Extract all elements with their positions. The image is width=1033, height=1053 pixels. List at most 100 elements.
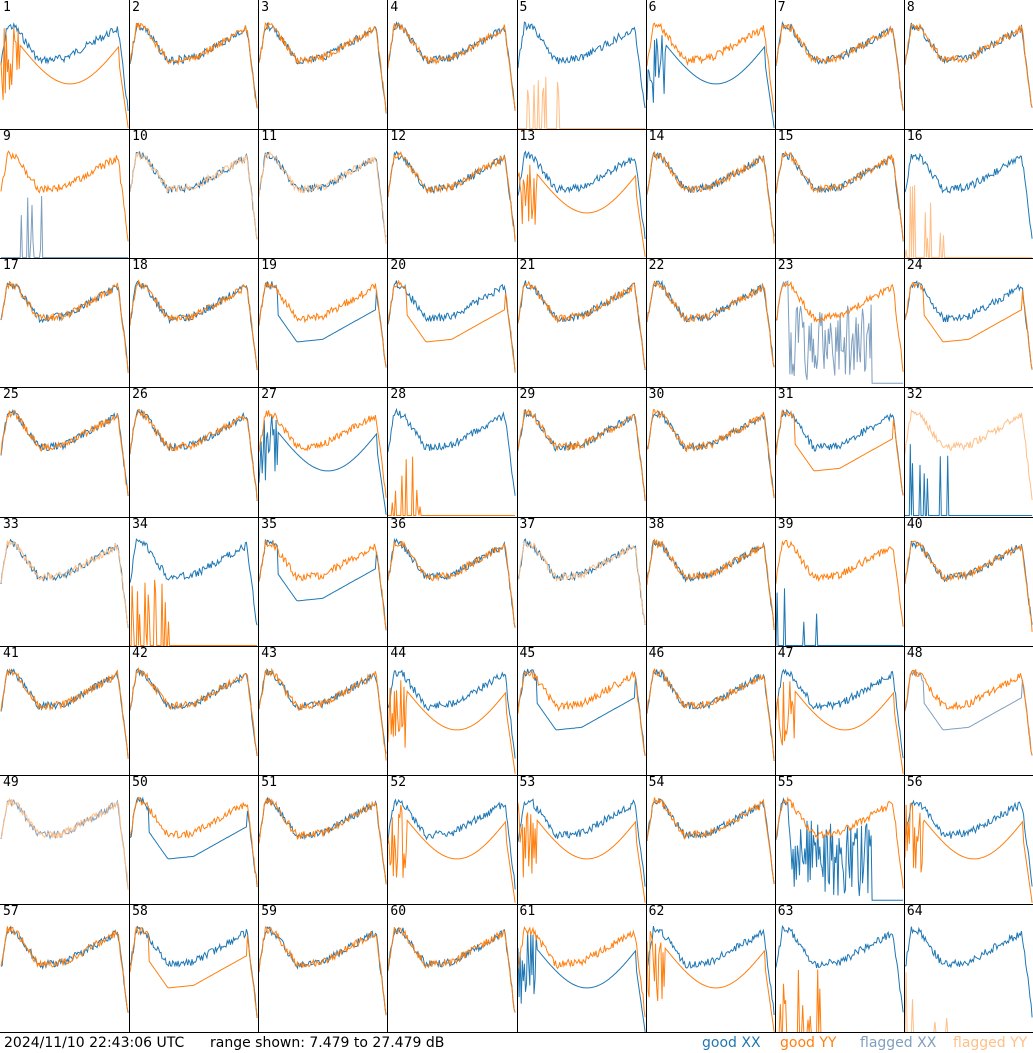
panel-number: 22 <box>648 258 665 274</box>
series-xx-good <box>388 20 516 111</box>
spectrum-panel: 8 <box>904 0 1033 129</box>
series-xx-good <box>129 150 258 240</box>
spectrum-panel: 5 <box>517 0 646 129</box>
series-xx-good <box>129 409 258 502</box>
panel-number: 45 <box>519 645 536 661</box>
spectrum-panel: 54 <box>646 775 775 904</box>
spectrum-plot <box>517 280 646 371</box>
spectrum-plot <box>387 279 516 373</box>
spectrum-panel: 21 <box>517 258 646 387</box>
spectrum-plot <box>387 669 516 774</box>
panel-number: 24 <box>906 258 923 274</box>
spectrum-plot <box>129 796 258 887</box>
series-xx-good <box>775 796 903 901</box>
series-yy-good <box>646 930 775 1032</box>
spectrum-plot <box>0 280 129 374</box>
spectrum-panel: 32 <box>904 387 1033 517</box>
series-xx-good <box>904 540 1033 625</box>
spectrum-plot <box>0 150 129 259</box>
spectrum-panel: 24 <box>904 258 1033 387</box>
spectrum-plot <box>129 537 258 646</box>
spectrum-plot <box>904 540 1033 632</box>
spectrum-panel: 29 <box>517 387 646 516</box>
series-yy-good <box>517 165 646 257</box>
spectrum-panel: 40 <box>904 517 1033 646</box>
spectrum-plot <box>0 538 129 628</box>
series-yy-good <box>904 22 1033 108</box>
series-xx-good <box>904 799 1033 887</box>
series-xx-good <box>646 798 775 884</box>
panel-number: 58 <box>132 903 148 919</box>
spectrum-panel: 61 <box>517 904 646 1033</box>
series-xx-good <box>775 668 904 758</box>
series-xx-good <box>646 925 775 1015</box>
series-xx-good <box>129 22 258 109</box>
series-xx-flagged <box>904 669 1033 756</box>
spectrum-plot <box>904 799 1033 903</box>
series-xx-good <box>0 925 129 1013</box>
spectrum-plot <box>646 409 775 499</box>
panel-number: 62 <box>648 903 665 919</box>
series-yy-good <box>517 409 646 501</box>
spectrum-plot <box>0 409 129 497</box>
panel-number: 37 <box>519 516 536 532</box>
spectrum-plot <box>387 537 516 628</box>
legend-flagged-xx: flagged XX <box>860 1035 937 1051</box>
series-xx-good <box>775 409 904 496</box>
spectrum-panel: 59 <box>258 904 387 1033</box>
spectrum-plot <box>129 150 258 240</box>
spectrum-plot <box>775 409 904 496</box>
spectrum-plot <box>258 410 387 516</box>
series-yy-good <box>517 802 646 903</box>
spectrum-plot <box>904 926 1033 1033</box>
panel-number: 14 <box>648 129 665 145</box>
grid-line-horizontal <box>0 258 1033 259</box>
spectrum-panel: 19 <box>258 258 387 387</box>
series-xx-good <box>775 924 904 1013</box>
series-yy-good <box>775 680 904 774</box>
spectrum-panel: 26 <box>129 387 258 516</box>
series-xx-good <box>517 798 646 887</box>
spectrum-plot <box>646 797 775 884</box>
panel-number: 30 <box>648 387 665 403</box>
spectrum-plot <box>258 667 387 761</box>
spectrum-plot <box>517 409 646 502</box>
spectrum-plot <box>129 409 258 502</box>
series-yy-good <box>387 540 516 627</box>
series-yy-flagged <box>904 409 1033 501</box>
series-yy-good <box>775 281 904 373</box>
panel-number: 12 <box>390 129 407 145</box>
panel-number: 6 <box>648 0 657 15</box>
series-xx-good <box>775 21 904 111</box>
series-yy-flagged <box>258 151 387 244</box>
spectrum-panel: 64 <box>904 904 1033 1033</box>
spectrum-panel: 62 <box>646 904 775 1033</box>
series-xx-good <box>129 537 258 625</box>
series-yy-good <box>0 150 129 242</box>
series-xx-good <box>517 931 646 1032</box>
panel-number: 60 <box>390 903 407 919</box>
spectrum-plot <box>0 667 129 759</box>
spectrum-panel: 18 <box>129 258 258 387</box>
series-yy-flagged <box>904 185 1032 259</box>
panel-number: 48 <box>906 645 923 661</box>
spectrum-plot <box>517 150 646 257</box>
spectrum-plot <box>646 150 775 244</box>
series-xx-good <box>129 667 258 756</box>
panel-number: 51 <box>261 774 277 790</box>
series-yy-good <box>646 281 775 368</box>
spectrum-plot <box>775 21 904 111</box>
series-yy-good <box>387 279 516 373</box>
spectrum-panel: 35 <box>258 517 387 646</box>
series-xx-flagged <box>1 196 129 259</box>
spectrum-panel: 20 <box>387 258 516 387</box>
series-yy-flagged <box>517 76 645 129</box>
spectrum-plot <box>517 21 646 129</box>
spectrum-plot <box>904 668 1033 756</box>
spectrum-plot <box>775 668 904 774</box>
legend-good-xx: good XX <box>702 1035 761 1051</box>
spectrum-plot <box>646 537 775 630</box>
timestamp: 2024/11/10 22:43:06 UTC <box>4 1035 185 1051</box>
panel-number: 18 <box>132 258 148 274</box>
spectrum-panel: 17 <box>0 258 129 387</box>
